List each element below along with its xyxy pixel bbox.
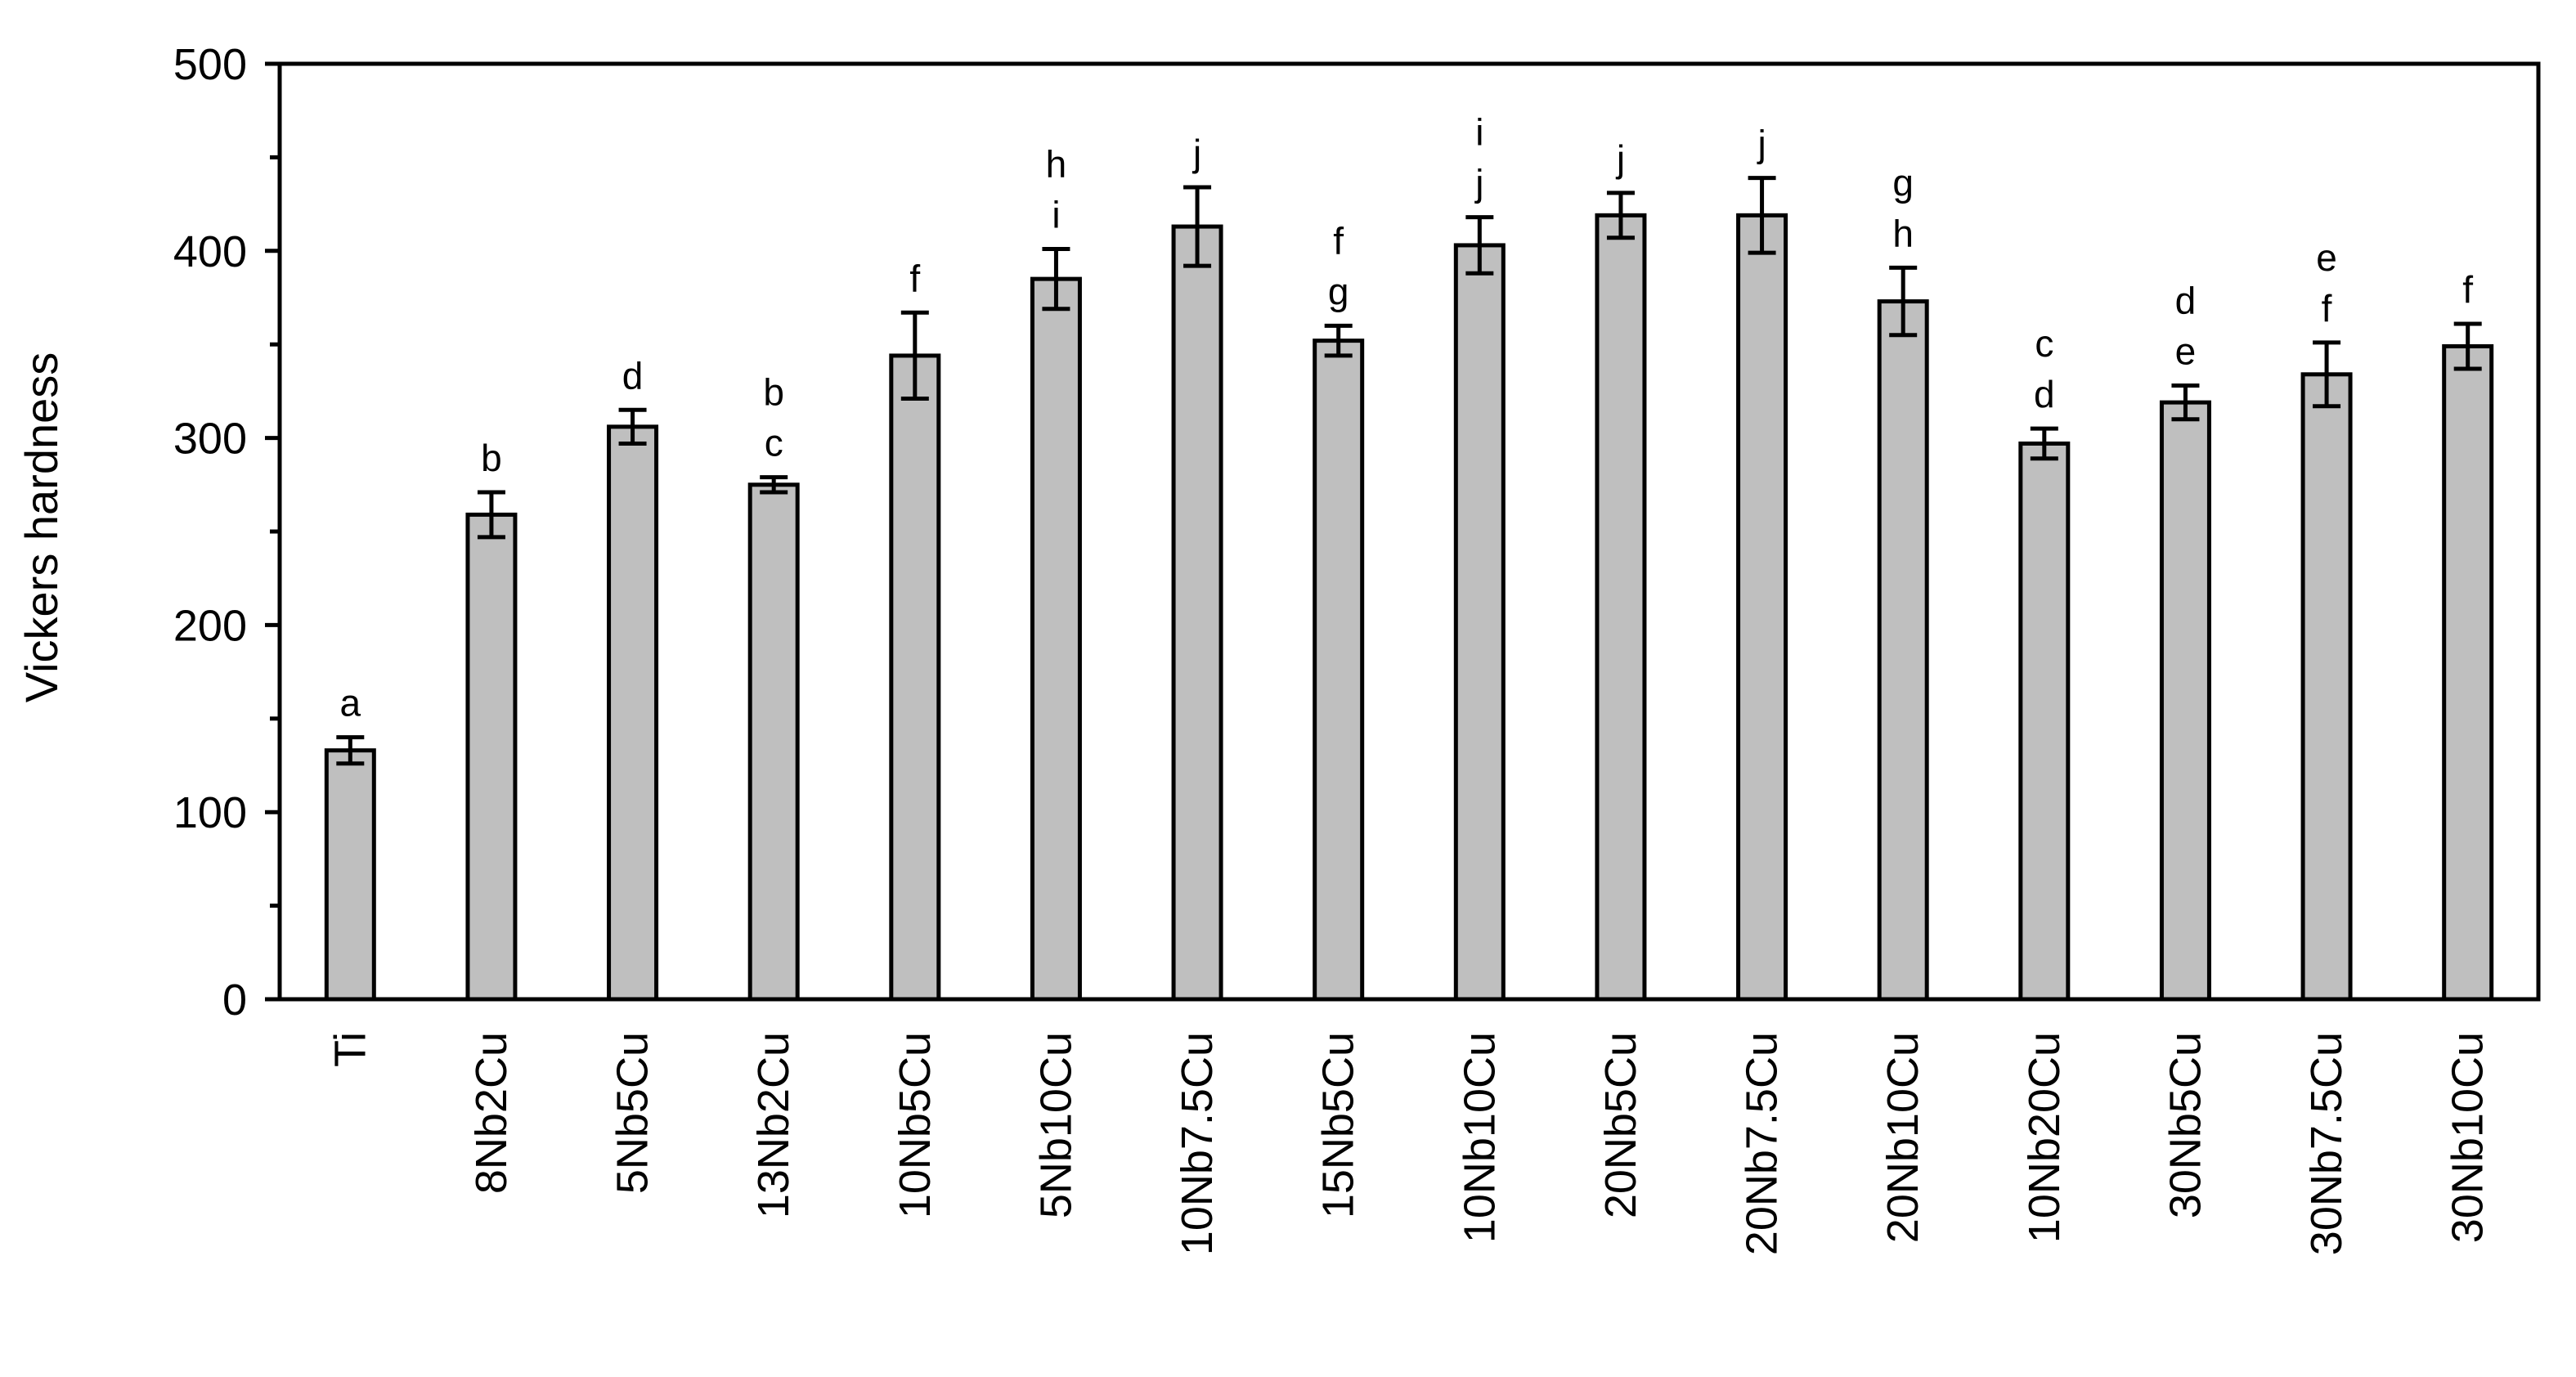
bar	[2159, 400, 2211, 1002]
bar	[607, 424, 659, 1002]
x-tick-label: 8Nb2Cu	[467, 1032, 516, 1194]
x-tick-label: 30Nb7.5Cu	[2302, 1032, 2351, 1255]
x-tick-label: 10Nb10Cu	[1455, 1032, 1504, 1243]
significance-letter: c	[765, 422, 783, 464]
y-tick-label: 100	[173, 788, 247, 837]
x-tick-label: Ti	[325, 1032, 375, 1067]
x-tick-label: 20Nb7.5Cu	[1738, 1032, 1787, 1255]
significance-letter: e	[2316, 236, 2337, 279]
bar	[2300, 372, 2353, 1002]
x-tick-label: 20Nb5Cu	[1596, 1032, 1645, 1218]
significance-letter: h	[1046, 143, 1067, 186]
significance-letter: d	[2175, 280, 2197, 322]
significance-letter: j	[1192, 132, 1201, 174]
significance-letter: g	[1892, 161, 1914, 204]
significance-letter: h	[1892, 212, 1914, 254]
bar	[465, 512, 518, 1002]
bar	[1030, 276, 1082, 1002]
significance-letter: b	[481, 437, 502, 479]
significance-letter: f	[2462, 268, 2473, 311]
x-tick-label: 20Nb10Cu	[1878, 1032, 1928, 1243]
bar	[1453, 243, 1506, 1002]
bar	[1595, 213, 1647, 1002]
x-tick-label: 30Nb5Cu	[2161, 1032, 2210, 1218]
x-tick-label: 5Nb10Cu	[1031, 1032, 1080, 1218]
bar	[1313, 339, 1365, 1002]
significance-letter: j	[1474, 162, 1483, 204]
bar	[1877, 299, 1929, 1002]
significance-letter: d	[622, 354, 644, 397]
bars-layer	[324, 213, 2494, 1002]
bar	[2018, 441, 2071, 1002]
significance-letter: e	[2175, 330, 2197, 373]
significance-letter: g	[1328, 270, 1349, 312]
significance-letter: a	[340, 682, 361, 724]
y-tick-label: 300	[173, 415, 247, 464]
x-tick-label: 10Nb20Cu	[2020, 1032, 2069, 1243]
y-tick-label: 0	[222, 976, 247, 1025]
x-tick-label: 15Nb5Cu	[1314, 1032, 1363, 1218]
bar	[889, 353, 941, 1002]
y-tick-label: 400	[173, 227, 247, 276]
bar	[1736, 213, 1788, 1002]
significance-letter: f	[1333, 219, 1344, 262]
x-tick-label: 5Nb5Cu	[608, 1032, 657, 1194]
y-axis-title: Vickers hardness	[16, 352, 67, 703]
y-tick-label: 200	[173, 601, 247, 650]
significance-letter: c	[2035, 322, 2053, 365]
significance-letter: b	[763, 371, 784, 414]
bar	[1171, 224, 1223, 1002]
error-bars-layer	[336, 176, 2482, 766]
bar	[324, 748, 376, 1002]
bar	[2442, 343, 2494, 1002]
y-tick-label: 500	[173, 40, 247, 89]
x-tick-label: 10Nb7.5Cu	[1173, 1032, 1222, 1255]
x-tick-label: 10Nb5Cu	[891, 1032, 940, 1218]
significance-letter: f	[2322, 287, 2332, 330]
x-tick-label: 30Nb10Cu	[2444, 1032, 2493, 1243]
significance-letter: j	[1756, 123, 1766, 165]
significance-letter: j	[1615, 137, 1625, 180]
significance-letter: f	[909, 257, 920, 299]
axes-layer: 0 100 200 300 400 500	[173, 40, 2541, 1025]
bar	[747, 482, 800, 1002]
labels-layer: Ti 8Nb2Cu 5Nb5Cu 13Nb2Cu 10Nb5Cu 5Nb10Cu 10Nb7…	[325, 1032, 2492, 1255]
x-tick-label: 13Nb2Cu	[749, 1032, 798, 1218]
significance-letter: d	[2034, 373, 2055, 415]
significance-letter: i	[1475, 111, 1483, 154]
significance-letter: i	[1052, 194, 1060, 236]
